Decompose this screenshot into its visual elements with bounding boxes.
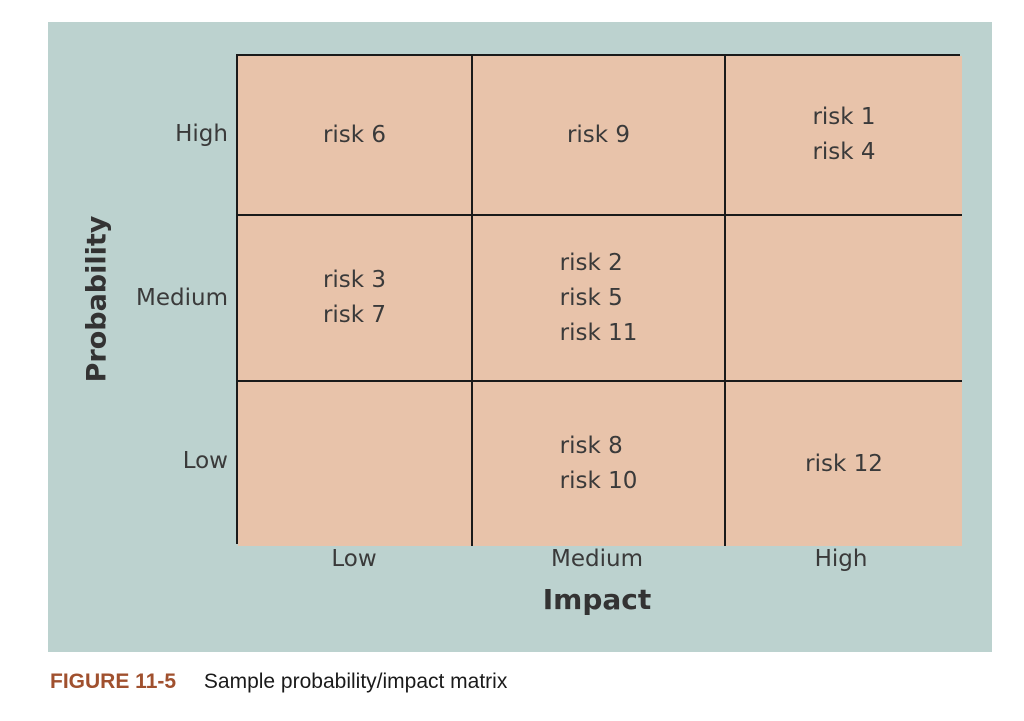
y-level-low: Low bbox=[182, 448, 228, 474]
risk-item: risk 7 bbox=[322, 302, 387, 328]
cell-medium-medium: risk 2 risk 5 risk 11 bbox=[473, 216, 726, 382]
cell-low-low bbox=[238, 382, 473, 546]
caption-text: Sample probability/impact matrix bbox=[203, 670, 508, 693]
figure-caption: FIGURE 11-5 Sample probability/impact ma… bbox=[50, 670, 507, 694]
x-level-medium: Medium bbox=[551, 546, 643, 572]
cell-items: risk 1 risk 4 bbox=[812, 100, 875, 170]
cell-items: risk 6 bbox=[323, 118, 386, 153]
y-level-high: High bbox=[175, 121, 228, 147]
x-axis-title: Impact bbox=[542, 583, 652, 616]
cell-items: risk 12 bbox=[805, 447, 883, 482]
risk-item: risk 8 bbox=[559, 433, 623, 459]
probability-impact-matrix: risk 6 risk 9 risk 1 risk 4 risk 3 risk 7 … bbox=[236, 54, 962, 546]
cell-items: risk 2 risk 5 risk 11 bbox=[560, 246, 638, 351]
risk-item: risk 11 bbox=[559, 319, 638, 346]
y-axis-title: Probability bbox=[81, 215, 113, 383]
risk-item: risk 3 bbox=[322, 267, 387, 293]
risk-item: risk 4 bbox=[812, 139, 876, 165]
risk-item: risk 6 bbox=[322, 121, 387, 148]
cell-low-high: risk 12 bbox=[726, 382, 962, 546]
cell-medium-high bbox=[726, 216, 962, 382]
cell-medium-low: risk 3 risk 7 bbox=[238, 216, 473, 382]
risk-item: risk 12 bbox=[805, 450, 883, 477]
risk-item: risk 10 bbox=[559, 468, 638, 494]
x-level-low: Low bbox=[331, 546, 377, 572]
cell-high-high: risk 1 risk 4 bbox=[726, 56, 962, 216]
cell-items: risk 8 risk 10 bbox=[560, 429, 638, 499]
risk-item: risk 2 bbox=[559, 249, 623, 276]
figure-number: FIGURE 11-5 bbox=[50, 670, 177, 693]
risk-item: risk 5 bbox=[559, 284, 623, 311]
risk-item: risk 1 bbox=[812, 104, 876, 130]
y-level-medium: Medium bbox=[136, 285, 228, 311]
cell-high-low: risk 6 bbox=[238, 56, 473, 216]
cell-items: risk 3 risk 7 bbox=[323, 263, 386, 333]
cell-items: risk 9 bbox=[567, 118, 630, 153]
cell-low-medium: risk 8 risk 10 bbox=[473, 382, 726, 546]
x-level-high: High bbox=[814, 546, 868, 572]
cell-high-medium: risk 9 bbox=[473, 56, 726, 216]
risk-item: risk 9 bbox=[566, 121, 631, 148]
